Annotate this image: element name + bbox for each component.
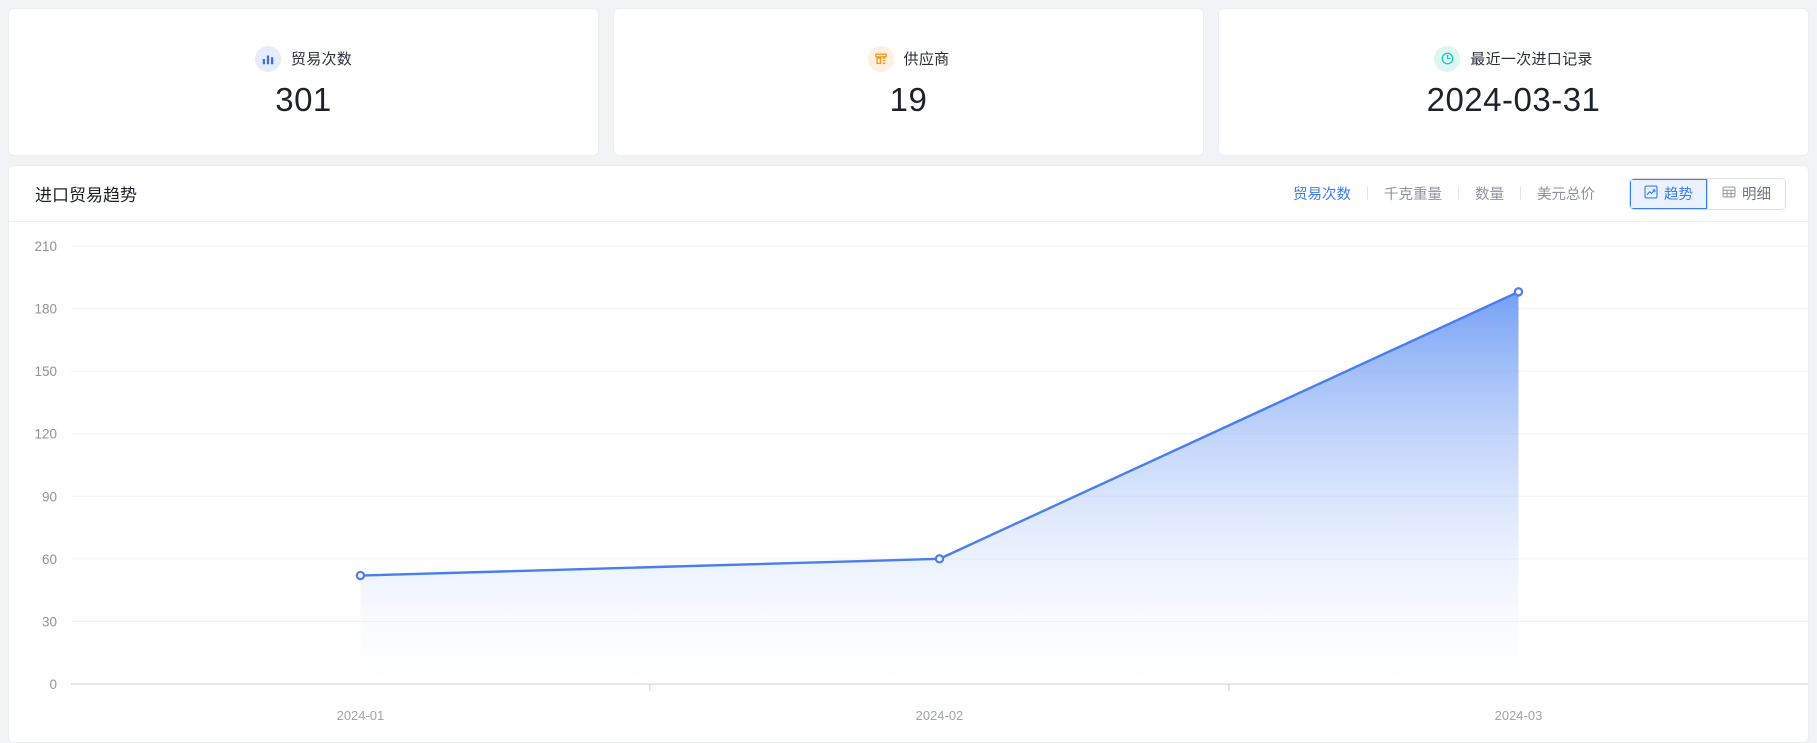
view-toggle-detail-label: 明细 bbox=[1742, 187, 1771, 203]
kpi-value: 2024-03-31 bbox=[1426, 80, 1601, 118]
kpi-label: 供应商 bbox=[903, 51, 950, 68]
view-toggle-detail[interactable]: 明细 bbox=[1707, 178, 1785, 209]
kpi-header: 贸易次数 bbox=[254, 45, 353, 72]
kpi-card-row: 贸易次数 301 供应商 19 bbox=[8, 8, 1809, 156]
chart-y-axis: 0 30 60 90 120 150 180 210 bbox=[34, 239, 56, 692]
kpi-label: 最近一次进口记录 bbox=[1470, 51, 1593, 68]
chart-data-point[interactable] bbox=[1513, 287, 1524, 297]
chart-data-points[interactable] bbox=[355, 287, 1524, 581]
view-toggle-group: 趋势 明细 bbox=[1629, 177, 1786, 210]
y-axis-tick-label: 210 bbox=[34, 239, 56, 254]
page-title: 进口贸易趋势 bbox=[35, 186, 137, 205]
tab-trade-count[interactable]: 贸易次数 bbox=[1293, 187, 1351, 203]
tab-divider bbox=[1367, 187, 1368, 200]
y-axis-tick-label: 60 bbox=[42, 552, 57, 567]
kpi-card-supplier: 供应商 19 bbox=[613, 8, 1204, 156]
chart-data-point[interactable] bbox=[934, 554, 945, 564]
y-axis-tick-label: 0 bbox=[49, 677, 56, 692]
chart-data-point[interactable] bbox=[355, 570, 366, 581]
trend-panel: 进口贸易趋势 贸易次数 千克重量 数量 美元总价 bbox=[8, 165, 1809, 743]
view-toggle-trend[interactable]: 趋势 bbox=[1630, 178, 1707, 209]
x-axis-tick-label: 2024-02 bbox=[916, 708, 964, 723]
y-axis-tick-label: 180 bbox=[34, 302, 56, 317]
tab-usd-total[interactable]: 美元总价 bbox=[1537, 187, 1595, 203]
x-axis-tick-label: 2024-03 bbox=[1495, 708, 1543, 723]
trend-chart[interactable]: 0 30 60 90 120 150 180 210 2024-01 2024-02 2024-0… bbox=[9, 222, 1808, 742]
store-icon bbox=[867, 45, 894, 72]
y-axis-tick-label: 30 bbox=[42, 614, 57, 629]
y-axis-tick-label: 90 bbox=[42, 489, 57, 504]
metric-tab-group: 贸易次数 千克重量 数量 美元总价 bbox=[1277, 183, 1611, 204]
kpi-card-trade-count: 贸易次数 301 bbox=[8, 8, 599, 156]
tab-kilogram-weight[interactable]: 千克重量 bbox=[1384, 187, 1442, 203]
kpi-label: 贸易次数 bbox=[290, 51, 353, 68]
bar-chart-icon bbox=[254, 45, 281, 72]
table-grid-icon bbox=[1722, 185, 1736, 203]
clock-icon bbox=[1434, 45, 1461, 72]
kpi-header: 供应商 bbox=[867, 45, 950, 72]
tab-quantity[interactable]: 数量 bbox=[1475, 187, 1504, 203]
tab-divider bbox=[1520, 187, 1521, 200]
panel-toolbar: 贸易次数 千克重量 数量 美元总价 bbox=[1277, 177, 1786, 210]
panel-header: 进口贸易趋势 贸易次数 千克重量 数量 美元总价 bbox=[9, 166, 1808, 222]
tab-divider bbox=[1458, 187, 1459, 200]
kpi-value: 19 bbox=[889, 80, 928, 118]
view-toggle-trend-label: 趋势 bbox=[1664, 187, 1693, 203]
kpi-value: 301 bbox=[275, 80, 332, 118]
kpi-card-latest-import: 最近一次进口记录 2024-03-31 bbox=[1218, 8, 1809, 156]
y-axis-tick-label: 150 bbox=[34, 364, 56, 379]
y-axis-tick-label: 120 bbox=[34, 427, 56, 442]
chart-x-axis: 2024-01 2024-02 2024-03 bbox=[337, 684, 1543, 723]
x-axis-tick-label: 2024-01 bbox=[337, 708, 385, 723]
trend-line-icon bbox=[1644, 184, 1658, 203]
kpi-header: 最近一次进口记录 bbox=[1434, 45, 1593, 72]
chart-area-fill bbox=[360, 291, 1519, 684]
